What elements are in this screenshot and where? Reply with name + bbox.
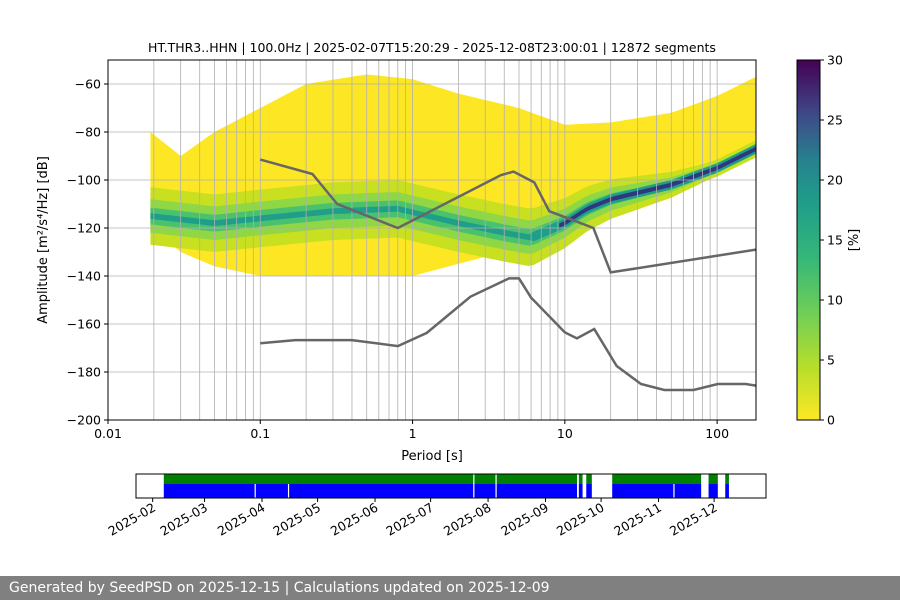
density-layer (150, 74, 756, 276)
x-tick-label: 0.01 (94, 426, 122, 441)
y-tick-label: −120 (67, 221, 101, 236)
x-tick-label: 10 (557, 426, 573, 441)
used-gap (495, 484, 497, 498)
availability-bar (163, 474, 577, 484)
y-tick-label: −80 (75, 125, 101, 140)
used-gap (673, 484, 675, 498)
density-band-25 (559, 146, 756, 228)
chart-title: HT.THR3..HHN | 100.0Hz | 2025-02-07T15:2… (148, 40, 716, 55)
data-availability-timeline: 2025-02 2025-03 2025-04 2025-05 2025-06 2025-… (105, 473, 767, 539)
colorbar-tick-label: 20 (827, 173, 843, 188)
timeline-tick-label: 2025-04 (215, 500, 268, 539)
colorbar-ticks: 0 5 10 15 20 25 30 (820, 53, 843, 428)
timeline-tick-label: 2025-11 (611, 500, 664, 539)
y-axis-ticks: −200 −180 −160 −140 −120 −100 −80 −60 (67, 77, 108, 428)
timeline-tick-label: 2025-09 (498, 500, 551, 539)
used-data-bar (708, 484, 718, 498)
curve-high-noise-model (259, 158, 756, 274)
y-tick-label: −140 (67, 269, 101, 284)
density-band-5 (150, 143, 756, 255)
density-band-15 (150, 144, 756, 242)
colorbar-label: [%] (847, 229, 862, 252)
timeline-tick-label: 2025-10 (554, 500, 607, 539)
timeline-tick-label: 2025-12 (667, 500, 720, 539)
colorbar-tick-label: 30 (827, 53, 843, 68)
x-tick-label: 100 (705, 426, 729, 441)
timeline-tick-label: 2025-02 (105, 500, 158, 539)
y-tick-label: −180 (67, 365, 101, 380)
colorbar-tick-label: 0 (827, 413, 835, 428)
x-axis-ticks: 0.01 0.1 1 10 100 (94, 420, 729, 441)
availability-bar (578, 474, 583, 484)
availability-bar (725, 474, 729, 484)
timeline-tick-label: 2025-07 (383, 500, 436, 539)
colorbar-tick-label: 15 (827, 233, 843, 248)
used-gap (287, 484, 290, 498)
colorbar (796, 59, 821, 421)
used-data-bar (586, 484, 592, 498)
y-axis-label: Amplitude [m²/s⁴/Hz] [dB] (36, 156, 51, 324)
timeline-tick-label: 2025-03 (157, 500, 210, 539)
grid (108, 60, 756, 420)
density-band-8 (150, 146, 756, 246)
timeline-frame (135, 473, 767, 499)
used-data-bar (578, 484, 583, 498)
used-gap (473, 484, 475, 498)
noise-model-curves (259, 158, 756, 392)
curve-low-noise-model (260, 277, 756, 392)
used-gap (254, 484, 256, 498)
used-data-bar (612, 484, 702, 498)
plot-frame (107, 59, 757, 421)
x-tick-label: 0.1 (250, 426, 270, 441)
footer: Generated by SeedPSD on 2025-12-15 | Cal… (0, 576, 900, 600)
available-gap (473, 474, 475, 484)
used-data-bar (725, 484, 729, 498)
timeline-tick-label: 2025-06 (328, 500, 381, 539)
availability-bar (612, 474, 702, 484)
y-tick-label: −200 (67, 413, 101, 428)
y-tick-label: −100 (67, 173, 101, 188)
used-data-bar (163, 484, 577, 498)
available-gap (495, 474, 497, 484)
availability-bar (586, 474, 592, 484)
x-tick-label: 1 (409, 426, 417, 441)
y-tick-label: −60 (75, 77, 101, 92)
availability-bar (708, 474, 718, 484)
timeline-tick-label: 2025-05 (270, 500, 323, 539)
colorbar-tick-label: 5 (827, 353, 835, 368)
colorbar-tick-label: 10 (827, 293, 843, 308)
ppsd-figure: HT.THR3..HHN | 100.0Hz | 2025-02-07T15:2… (36, 40, 862, 539)
x-axis-label: Period [s] (401, 449, 463, 464)
density-band-2 (150, 140, 756, 267)
colorbar-tick-label: 25 (827, 113, 843, 128)
y-tick-label: −160 (67, 317, 101, 332)
timeline-tick-label: 2025-08 (441, 500, 494, 539)
